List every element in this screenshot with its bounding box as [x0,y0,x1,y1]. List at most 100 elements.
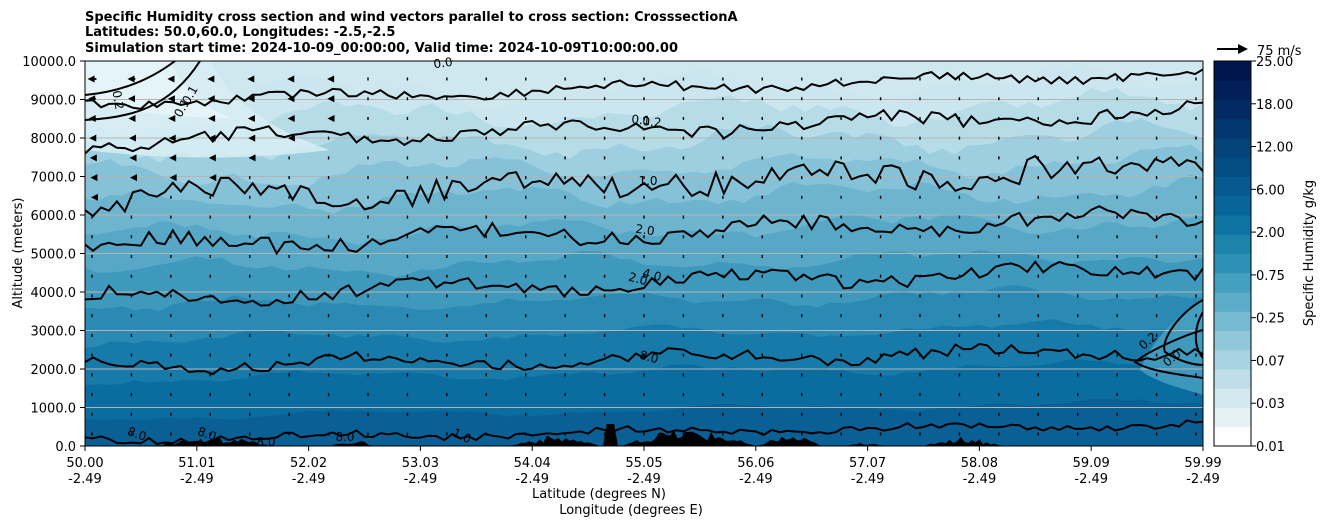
wind-vector-dot [801,77,803,81]
colorbar-segment [1214,407,1251,428]
wind-vector-dot [446,97,448,101]
x-tick-label-lon: -2.49 [851,472,885,487]
wind-vector-dot [1116,412,1118,416]
wind-vector-dot [525,77,527,81]
title-line-2: Latitudes: 50.0,60.0, Longitudes: -2.5,-… [85,25,395,40]
wind-vector-dot [288,235,290,239]
wind-vector-dot [840,274,842,278]
wind-vector-dot [919,116,921,120]
wind-vector-arrow-icon [287,75,295,83]
wind-vector-dot [485,97,487,101]
wind-vector-dot [1077,373,1079,377]
wind-vector-dot [130,393,133,397]
wind-vector-dot [1077,393,1079,397]
wind-vector-dot [682,235,685,239]
wind-vector-dot [130,195,133,199]
wind-vector-dot [682,393,685,397]
wind-vector-dot [998,412,1000,416]
wind-vector-dot [485,353,487,357]
wind-vector-dot [1155,353,1158,357]
contour-label: 0.2 [109,89,126,110]
y-tick-label: 5000.0 [31,248,77,263]
quiver-key-label: 75 m/s [1257,44,1302,59]
wind-vector-dot [367,333,369,337]
wind-vector-dot [879,195,882,199]
wind-vector-dot [406,235,409,239]
wind-vector-dot [1195,333,1197,337]
wind-vector-dot [840,97,842,101]
wind-vector-dot [327,136,330,140]
wind-vector-dot [327,176,330,180]
wind-vector-dot [919,274,921,278]
wind-vector-dot [367,432,369,436]
y-axis: 0.0 1000.0 2000.0 3000.0 4000.0 5000.0 6000.0 7… [22,55,85,455]
wind-vector-dot [879,432,882,436]
wind-vector-dot [761,432,763,436]
wind-vector-dot [91,215,93,219]
wind-vector-dot [209,393,211,397]
wind-vector-dot [1195,393,1197,397]
wind-vector-arrow-icon [88,114,96,122]
wind-vector-dot [840,333,842,337]
wind-vector-dot [406,274,409,278]
wind-vector-dot [603,333,606,337]
wind-vector-dot [1195,176,1197,180]
wind-vector-dot [525,274,527,278]
wind-vector-dot [1037,235,1039,239]
wind-vector-dot [682,333,685,337]
wind-vector-dot [485,176,487,180]
wind-vector-dot [722,393,724,397]
wind-vector-dot [603,373,606,377]
wind-vector-dot [1116,294,1118,298]
wind-vector-dot [406,373,409,377]
x-tick-label-lat: 59.99 [1184,456,1221,471]
wind-vector-dot [1155,314,1158,318]
wind-vector-dot [249,373,251,377]
wind-vector-dot [1037,412,1039,416]
wind-vector-dot [998,116,1000,120]
wind-vector-dot [722,314,724,318]
wind-vector-arrow-icon [247,95,255,103]
wind-vector-dot [1116,255,1118,258]
contour-label: 1.0 [638,174,657,188]
wind-vector-dot [564,314,566,318]
wind-vector-dot [722,97,724,101]
wind-vector-arrow-icon [169,174,177,182]
wind-vector-dot [998,373,1000,377]
wind-vector-dot [958,353,961,357]
wind-vector-dot [682,136,685,140]
wind-vector-dot [525,393,527,397]
wind-vector-dot [1116,156,1118,160]
wind-vector-dot [1077,353,1079,357]
wind-vector-dot [327,333,330,337]
wind-vector-dot [525,373,527,377]
wind-vector-dot [998,274,1000,278]
wind-vector-dot [564,195,566,199]
wind-vector-dot [603,255,606,258]
wind-vector-dot [446,255,448,258]
wind-vector-dot [1116,77,1118,81]
wind-vector-dot [170,373,172,377]
wind-vector-dot [1037,393,1039,397]
wind-vector-dot [801,294,803,298]
wind-vector-dot [643,156,645,160]
wind-vector-dot [1077,156,1079,160]
x-tick-label-lat: 53.03 [402,456,439,471]
wind-vector-dot [1195,235,1197,239]
wind-vector-dot [1077,235,1079,239]
wind-vector-dot [958,333,961,337]
wind-vector-dot [485,393,487,397]
wind-vector-dot [327,274,330,278]
colorbar-tick-label: 0.07 [1256,354,1285,369]
wind-vector-dot [209,412,211,416]
wind-vector-dot [1037,294,1039,298]
wind-vector-dot [840,412,842,416]
contour-label-text: 2.0 [635,222,656,239]
colorbar-tick-label: 2.00 [1256,226,1285,241]
wind-vector-dot [801,412,803,416]
wind-vector-dot [801,393,803,397]
wind-vector-dot [1116,215,1118,219]
wind-vector-dot [1116,176,1118,180]
colorbar-segment [1214,215,1251,235]
wind-vector-dot [525,294,527,298]
